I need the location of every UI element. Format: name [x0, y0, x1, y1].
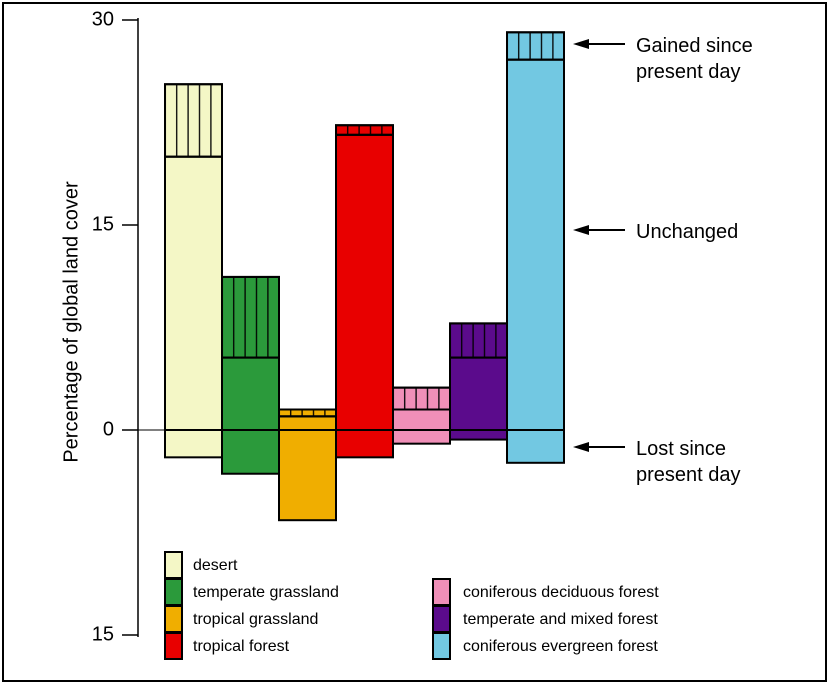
annotation-arrowhead: [573, 442, 589, 452]
legend-swatch: [164, 551, 183, 579]
legend-label: temperate grassland: [193, 584, 339, 601]
bar-segment: [221, 356, 280, 432]
bar-hatch: [278, 408, 337, 418]
bar-segment: [392, 408, 451, 431]
legend-swatch: [432, 632, 451, 660]
y-tick-label: 15: [92, 623, 114, 645]
bar-hatch: [164, 83, 223, 158]
legend-swatch: [164, 578, 183, 606]
bar-hatch: [335, 124, 394, 136]
annotation-arrowhead: [573, 225, 589, 235]
bar-segment: [335, 429, 394, 459]
series-annotation: Lost since present day: [636, 438, 741, 486]
bar-hatch: [506, 31, 565, 61]
legend-swatch: [164, 605, 183, 633]
series-annotation: Gained since present day: [636, 35, 753, 83]
legend-label: coniferous deciduous forest: [463, 584, 659, 601]
legend-label: desert: [193, 557, 238, 574]
bar-segment: [278, 429, 337, 522]
legend-label: tropical grassland: [193, 611, 318, 628]
bar-segment: [164, 155, 223, 432]
bar-segment: [335, 133, 394, 432]
bar-hatch: [449, 322, 508, 359]
bar-segment: [449, 429, 508, 441]
bar-segment: [164, 429, 223, 459]
bar-segment: [392, 429, 451, 445]
bar-segment: [449, 356, 508, 432]
y-tick-label: 30: [92, 8, 114, 30]
y-tick-label: 0: [103, 418, 114, 440]
legend-swatch: [432, 605, 451, 633]
bar-hatch: [221, 275, 280, 359]
legend-swatch: [432, 578, 451, 606]
bar-segment: [221, 429, 280, 475]
bar-hatch: [392, 386, 451, 411]
legend-label: temperate and mixed forest: [463, 611, 658, 628]
series-annotation: Unchanged: [636, 221, 739, 243]
legend-swatch: [164, 632, 183, 660]
bar-segment: [506, 58, 565, 432]
annotation-arrowhead: [573, 39, 589, 49]
y-axis-label: Percentage of global land cover: [60, 181, 82, 463]
bar-segment: [278, 415, 337, 432]
bar-segment: [506, 429, 565, 464]
y-tick-label: 15: [92, 213, 114, 235]
legend-label: coniferous evergreen forest: [463, 638, 658, 655]
legend-label: tropical forest: [193, 638, 290, 655]
